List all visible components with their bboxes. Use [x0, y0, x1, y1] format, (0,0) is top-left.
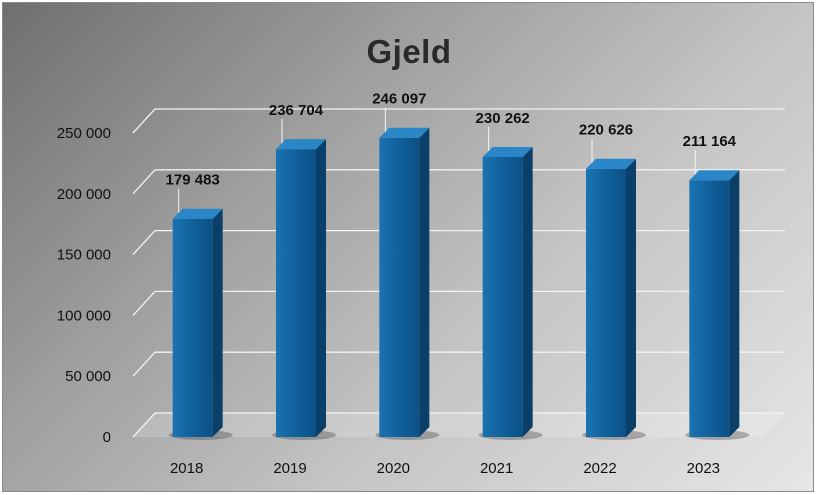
bar	[685, 170, 750, 440]
gridline-connector	[132, 351, 156, 377]
bar	[375, 127, 440, 440]
x-tick-label: 2023	[687, 460, 720, 477]
bar-top	[482, 147, 533, 158]
bar	[582, 158, 646, 440]
data-label: 220 626	[579, 122, 633, 139]
bar-side	[522, 147, 533, 437]
bar	[478, 147, 543, 440]
bar-top	[276, 139, 326, 150]
gridline-connector	[132, 108, 156, 134]
y-tick-label: 150 000	[57, 247, 111, 264]
bar-front	[586, 168, 626, 437]
data-label: 236 704	[269, 102, 324, 119]
x-tick-label: 2020	[377, 460, 410, 477]
bar	[272, 139, 336, 440]
y-tick-label: 200 000	[57, 186, 111, 203]
data-label: 230 262	[476, 110, 530, 127]
bar-front	[172, 218, 213, 437]
bar-front	[482, 157, 523, 437]
x-tick-label: 2019	[273, 460, 306, 477]
bar-top	[379, 127, 430, 138]
gridline-connector	[132, 169, 156, 195]
x-tick-label: 2018	[170, 460, 203, 477]
bar-top	[172, 208, 223, 219]
bar-side	[729, 170, 740, 437]
gridline-connector	[132, 412, 156, 438]
bar-side	[212, 208, 223, 437]
gridline-connector	[132, 290, 156, 316]
y-tick-label: 50 000	[65, 368, 111, 385]
y-tick-label: 0	[103, 429, 111, 446]
bar-top	[689, 170, 740, 181]
bar	[168, 208, 233, 440]
y-tick-label: 250 000	[57, 125, 111, 142]
bar-front	[276, 149, 316, 437]
bar-front	[379, 137, 420, 438]
bar-side	[419, 127, 430, 438]
data-label: 246 097	[372, 91, 426, 108]
y-tick-label: 100 000	[57, 307, 111, 324]
data-label: 211 164	[683, 133, 737, 150]
bar-top	[586, 158, 636, 169]
x-tick-label: 2021	[480, 460, 513, 477]
data-label: 179 483	[166, 172, 220, 189]
bar-side	[626, 158, 636, 437]
x-tick-label: 2022	[583, 460, 616, 477]
bar-chart: 0 50 000 100 000 150 000 200 000 250 000 179 …	[57, 91, 785, 477]
bar-front	[689, 180, 730, 437]
gridline-connector	[132, 230, 156, 256]
chart-title: Gjeld	[366, 33, 452, 70]
bar-side	[316, 139, 326, 437]
